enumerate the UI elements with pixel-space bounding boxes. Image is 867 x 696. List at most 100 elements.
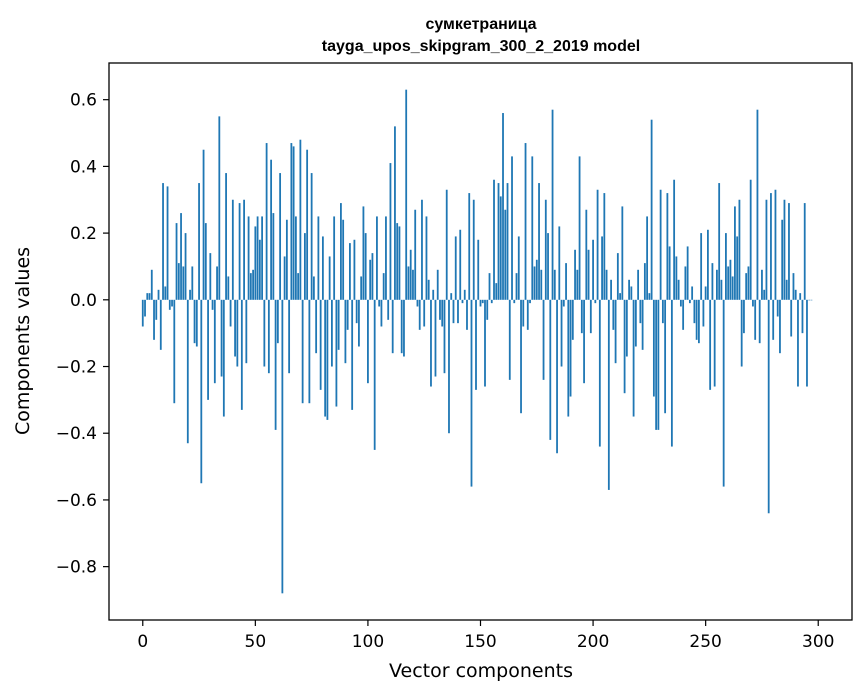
bar-266 [740, 299, 743, 367]
bar-215 [625, 299, 628, 357]
y-tick-label: 0.0 [70, 291, 97, 311]
bar-187 [562, 299, 565, 307]
bar-58 [272, 213, 275, 300]
bar-251 [707, 229, 709, 300]
bar-34 [218, 116, 221, 300]
bar-290 [794, 289, 797, 300]
bar-39 [229, 299, 232, 327]
bar-180 [547, 233, 549, 300]
bar-60 [276, 299, 279, 344]
bar-88 [340, 203, 342, 300]
bar-155 [490, 299, 493, 304]
bar-260 [727, 266, 730, 300]
bar-36 [222, 299, 225, 417]
bar-283 [779, 299, 781, 354]
bar-55 [265, 143, 268, 300]
x-tick-label: 300 [802, 632, 834, 652]
bar-40 [231, 199, 234, 300]
y-tick-label: 0.4 [70, 157, 97, 177]
bars-group [141, 89, 813, 594]
bar-59 [274, 299, 277, 430]
bar-154 [488, 273, 491, 300]
bar-272 [754, 299, 757, 340]
bar-44 [240, 299, 243, 410]
bar-255 [716, 269, 718, 300]
bar-289 [792, 273, 795, 300]
bar-117 [405, 89, 408, 300]
bar-69 [297, 273, 300, 300]
bar-149 [477, 239, 480, 300]
bar-206 [605, 269, 608, 300]
bar-1 [144, 299, 146, 317]
bar-185 [558, 226, 561, 300]
bar-223 [643, 263, 646, 300]
bar-192 [574, 249, 576, 300]
bar-250 [704, 286, 707, 300]
y-tick-label: 0.2 [70, 224, 97, 244]
bar-163 [508, 299, 511, 380]
bar-297 [810, 299, 813, 301]
bar-254 [713, 299, 716, 387]
bar-252 [709, 299, 712, 390]
bar-64 [285, 219, 288, 300]
bar-128 [430, 299, 432, 387]
bar-113 [396, 223, 399, 300]
bar-288 [790, 299, 793, 337]
bar-292 [799, 293, 802, 300]
bar-222 [641, 299, 644, 350]
bar-41 [234, 299, 236, 357]
bar-66 [290, 143, 293, 300]
bar-96 [358, 299, 360, 347]
bar-156 [493, 179, 495, 300]
bar-247 [698, 299, 700, 344]
bar-16 [177, 263, 180, 300]
bar-0 [141, 299, 144, 327]
bar-77 [315, 299, 318, 354]
chart-title-line1: сумкетраница [425, 16, 536, 33]
bar-37 [225, 173, 227, 300]
y-tick-label: −0.6 [56, 491, 97, 511]
bar-74 [308, 299, 311, 404]
bar-176 [538, 183, 540, 300]
bar-21 [189, 289, 191, 300]
bar-296 [808, 299, 811, 301]
bar-248 [700, 233, 703, 300]
bar-26 [200, 299, 203, 484]
y-tick-label: −0.2 [56, 358, 97, 378]
bar-132 [439, 299, 441, 320]
bar-97 [360, 276, 363, 300]
bar-173 [531, 156, 534, 300]
bar-82 [326, 299, 329, 420]
bar-191 [571, 299, 574, 340]
bar-57 [270, 159, 273, 300]
bar-238 [677, 279, 680, 300]
bar-218 [632, 299, 635, 417]
bar-291 [797, 299, 799, 387]
bar-101 [369, 259, 372, 300]
bar-279 [770, 193, 772, 300]
bar-265 [738, 199, 741, 300]
bar-267 [743, 299, 745, 334]
bar-70 [299, 139, 302, 300]
bar-3 [148, 293, 151, 300]
bar-182 [551, 109, 554, 300]
bar-76 [312, 276, 315, 300]
bar-152 [484, 299, 486, 387]
plot-frame [108, 62, 853, 621]
bar-148 [475, 299, 477, 390]
bar-102 [371, 253, 374, 300]
bar-181 [549, 299, 552, 440]
bar-259 [725, 233, 727, 300]
bar-273 [756, 109, 759, 300]
bar-277 [765, 199, 768, 300]
bar-227 [652, 299, 655, 397]
bar-23 [193, 299, 196, 344]
bar-147 [472, 199, 475, 300]
x-tick-label: 0 [137, 632, 148, 652]
bar-79 [319, 299, 322, 390]
bar-84 [331, 299, 333, 367]
bar-68 [294, 216, 297, 300]
bar-56 [267, 299, 270, 374]
